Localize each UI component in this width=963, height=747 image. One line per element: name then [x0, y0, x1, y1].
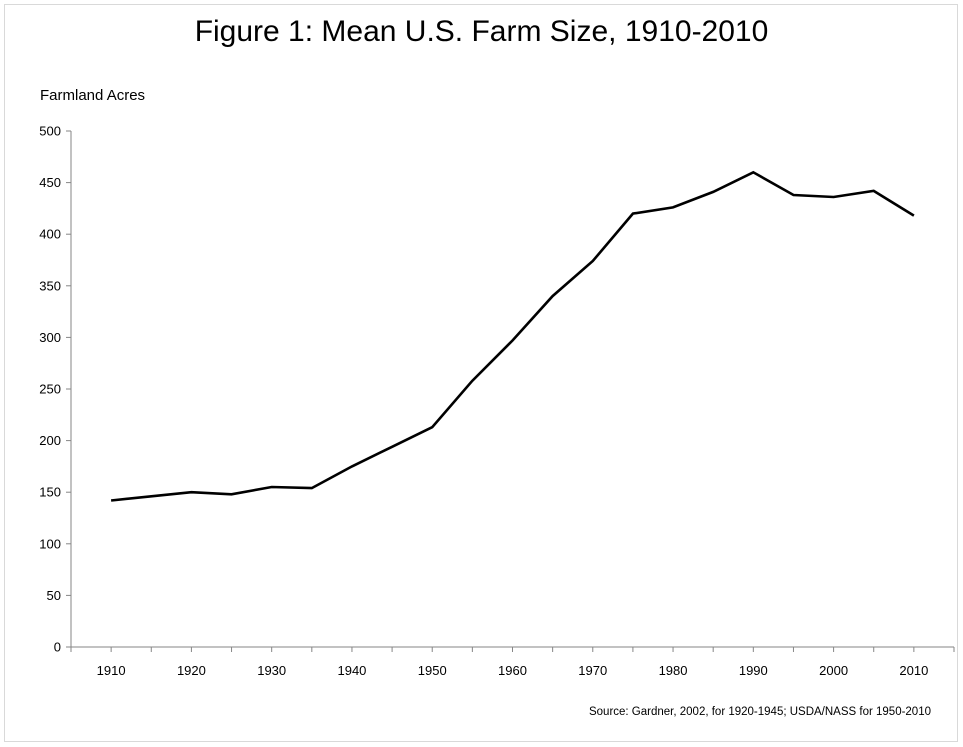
chart-title: Figure 1: Mean U.S. Farm Size, 1910-2010 — [194, 15, 769, 48]
source-note: Source: Gardner, 2002, for 1920-1945; US… — [588, 706, 931, 718]
y-tick-label: 150 — [39, 485, 61, 500]
y-tick-label: 250 — [39, 382, 61, 397]
y-tick-label: 500 — [39, 124, 61, 139]
y-tick-label: 0 — [54, 640, 61, 655]
y-tick-label: 200 — [39, 433, 61, 448]
y-ticks: 0 50 100 150 200 250 300 350 400 450 500 — [39, 124, 71, 655]
x-tick-label: 2000 — [819, 663, 848, 678]
x-tick-label: 2010 — [899, 663, 928, 678]
x-tick-label: 1970 — [578, 663, 607, 678]
x-tick-label: 1980 — [659, 663, 688, 678]
x-tick-label: 1930 — [257, 663, 286, 678]
x-ticks: 1910 1920 1930 1940 1950 1960 1970 1980 1990 2000… — [70, 647, 955, 678]
x-tick-label: 1960 — [498, 663, 527, 678]
y-tick-label: 50 — [47, 588, 61, 603]
y-tick-label: 350 — [39, 278, 61, 293]
y-tick-label: 100 — [39, 536, 61, 551]
x-tick-label: 1910 — [97, 663, 126, 678]
y-axis-label: Farmland Acres — [40, 87, 146, 104]
x-tick-label: 1950 — [418, 663, 447, 678]
x-tick-label: 1940 — [337, 663, 366, 678]
y-tick-label: 300 — [39, 330, 61, 345]
x-tick-label: 1920 — [177, 663, 206, 678]
x-tick-label: 1990 — [739, 663, 768, 678]
y-tick-label: 450 — [39, 175, 61, 190]
chart-frame — [4, 4, 958, 742]
series-line — [110, 170, 915, 502]
y-tick-label: 400 — [39, 227, 61, 242]
